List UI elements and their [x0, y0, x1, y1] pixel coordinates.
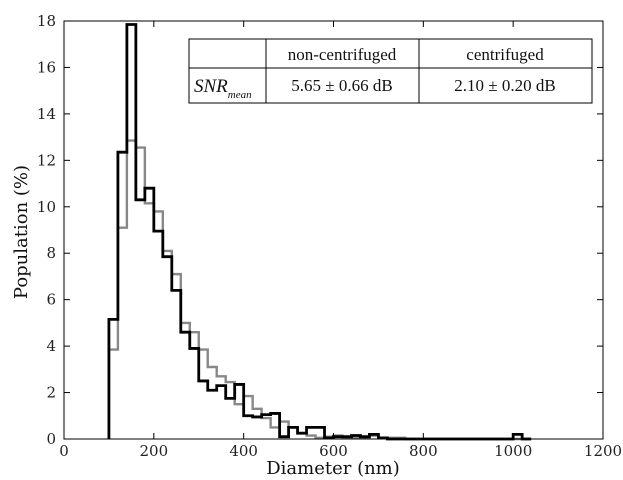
- x-tick-label: 800: [409, 442, 438, 460]
- snr-main: SNR: [194, 76, 228, 97]
- x-tick-label: 1000: [494, 442, 532, 460]
- x-tick-label: 400: [229, 442, 258, 460]
- y-axis-label: Population (%): [11, 165, 32, 299]
- table-header-centrifuged: centrifuged: [466, 45, 544, 64]
- snr-subscript: mean: [228, 89, 252, 101]
- y-tick-label: 16: [37, 58, 56, 76]
- y-tick-label: 18: [37, 12, 56, 30]
- x-tick-label: 200: [140, 442, 169, 460]
- y-tick-label: 10: [37, 198, 56, 216]
- x-axis-label: Diameter (nm): [266, 458, 400, 479]
- table-header-non-centrifuged: non-centrifuged: [288, 45, 397, 64]
- y-tick-label: 6: [46, 291, 56, 309]
- plot-frame: [63, 20, 604, 440]
- table-value-non-centrifuged: 5.65 ± 0.66 dB: [291, 76, 392, 95]
- y-tick-label: 14: [37, 105, 56, 123]
- y-tick-label: 4: [46, 337, 56, 355]
- y-tick-label: 2: [46, 384, 56, 402]
- stats-table: non-centrifuged centrifuged SNRmean 5.65…: [188, 38, 593, 104]
- x-tick-label: 0: [59, 442, 69, 460]
- x-tick-label: 600: [319, 442, 348, 460]
- axes-layer: 0 200 400 600 800 1000 1200 0 2 4 6 8 10 12 14 16 18: [37, 12, 622, 460]
- table-border: [188, 38, 593, 104]
- x-tick-label: 1200: [584, 442, 622, 460]
- table-value-centrifuged: 2.10 ± 0.20 dB: [454, 76, 555, 95]
- table-row-label: SNRmean: [194, 76, 252, 101]
- y-tick-label: 8: [46, 244, 56, 262]
- y-tick-label: 12: [37, 151, 56, 169]
- y-tick-label: 0: [46, 430, 56, 448]
